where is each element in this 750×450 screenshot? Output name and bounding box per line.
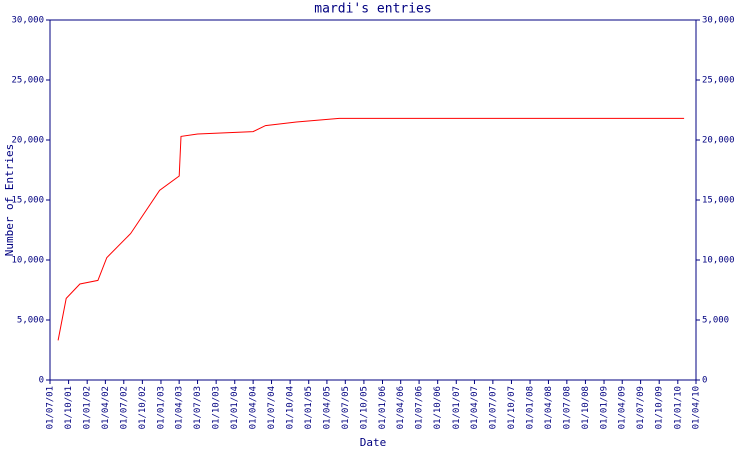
y2-tick-label: 25,000 — [702, 76, 735, 86]
plot-frame — [49, 19, 697, 381]
x-tick-label: 01/10/05 — [359, 386, 369, 429]
x-tick-label: 01/01/04 — [230, 386, 240, 429]
x-tick-label: 01/07/06 — [415, 386, 425, 429]
x-tick-label: 01/04/04 — [249, 386, 259, 429]
x-tick-label: 01/04/02 — [101, 386, 111, 429]
x-tick-label: 01/01/08 — [526, 386, 536, 429]
x-tick-label: 01/04/03 — [175, 386, 185, 429]
y-tick-label: 0 — [39, 376, 44, 386]
y-axis-label: Number of Entries — [3, 144, 16, 257]
x-tick-label: 01/10/04 — [286, 386, 296, 429]
x-tick-label: 01/07/07 — [488, 386, 498, 429]
x-tick-label: 01/07/08 — [562, 386, 572, 429]
data-line — [57, 117, 685, 341]
x-tick-label: 01/07/01 — [46, 386, 56, 429]
x-tick-label: 01/10/01 — [64, 386, 74, 429]
y-tick-label: 5,000 — [17, 316, 44, 326]
y-tick-label: 25,000 — [11, 76, 44, 86]
y2-tick-label: 0 — [702, 376, 707, 386]
x-tick-label: 01/01/09 — [600, 386, 610, 429]
x-tick-label: 01/07/03 — [193, 386, 203, 429]
chart-title: mardi's entries — [314, 2, 431, 17]
x-tick-label: 01/01/02 — [83, 386, 93, 429]
y2-tick-label: 30,000 — [702, 16, 735, 26]
x-tick-label: 01/07/04 — [267, 386, 277, 429]
y-tick-label: 10,000 — [11, 256, 44, 266]
y2-tick-label: 5,000 — [702, 316, 729, 326]
x-tick-label: 01/07/05 — [341, 386, 351, 429]
x-tick-label: 01/04/06 — [396, 386, 406, 429]
x-tick-label: 01/01/03 — [156, 386, 166, 429]
x-tick-label: 01/10/08 — [581, 386, 591, 429]
x-tick-label: 01/01/06 — [378, 386, 388, 429]
x-tick-label: 01/10/03 — [212, 386, 222, 429]
y2-tick-label: 20,000 — [702, 136, 735, 146]
x-tick-label: 01/07/02 — [119, 386, 129, 429]
y2-tick-label: 15,000 — [702, 196, 735, 206]
x-tick-label: 01/01/10 — [673, 386, 683, 429]
x-tick-label: 01/04/08 — [544, 386, 554, 429]
y2-tick-label: 10,000 — [702, 256, 735, 266]
x-tick-label: 01/10/09 — [655, 386, 665, 429]
x-tick-label: 01/01/05 — [304, 386, 314, 429]
x-tick-label: 01/01/07 — [452, 386, 462, 429]
x-tick-label: 01/10/02 — [138, 386, 148, 429]
y-tick-label: 30,000 — [11, 16, 44, 26]
x-tick-label: 01/10/07 — [507, 386, 517, 429]
x-axis-label: Date — [360, 436, 387, 449]
y-tick-label: 20,000 — [11, 136, 44, 146]
x-tick-label: 01/04/09 — [618, 386, 628, 429]
y-tick-label: 15,000 — [11, 196, 44, 206]
x-tick-label: 01/04/05 — [322, 386, 332, 429]
x-tick-label: 01/10/06 — [433, 386, 443, 429]
x-tick-label: 01/04/10 — [692, 386, 702, 429]
x-tick-label: 01/07/09 — [636, 386, 646, 429]
x-tick-label: 01/04/07 — [470, 386, 480, 429]
